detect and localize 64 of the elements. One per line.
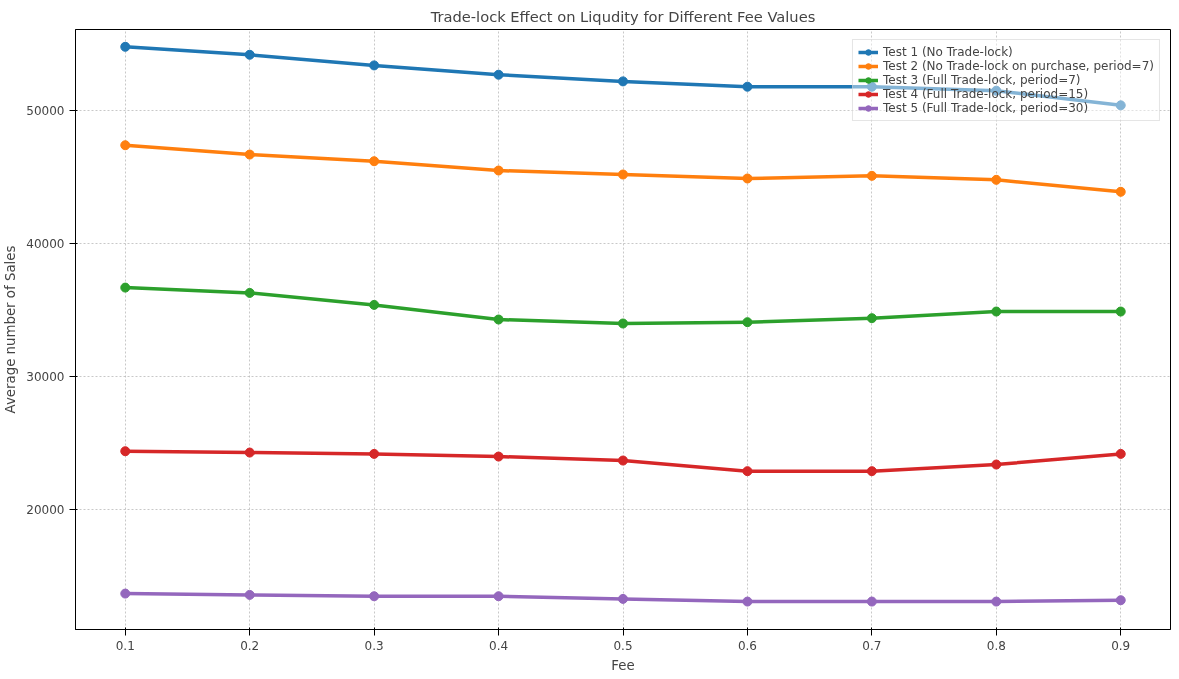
x-tick-label: 0.5 bbox=[613, 638, 633, 653]
point bbox=[244, 287, 255, 298]
x-tick-label: 0.6 bbox=[737, 638, 757, 653]
point bbox=[493, 451, 504, 462]
point bbox=[742, 317, 753, 328]
x-tick-label: 0.9 bbox=[1111, 638, 1131, 653]
legend-label: Test 3 (Full Trade-lock, period=7) bbox=[882, 73, 1081, 87]
point bbox=[244, 589, 255, 600]
point bbox=[618, 318, 628, 329]
x-tick-label: 0.8 bbox=[986, 638, 1006, 653]
point bbox=[866, 313, 877, 324]
point bbox=[369, 448, 380, 459]
point bbox=[1115, 306, 1126, 317]
point bbox=[991, 596, 1002, 607]
point bbox=[742, 466, 753, 477]
point bbox=[244, 149, 255, 160]
legend-label: Test 5 (Full Trade-lock, period=30) bbox=[882, 101, 1089, 115]
point bbox=[991, 174, 1002, 185]
point bbox=[618, 593, 628, 604]
point bbox=[618, 169, 628, 180]
point bbox=[120, 588, 131, 599]
y-tick-label: 40000 bbox=[26, 237, 65, 252]
point bbox=[369, 156, 380, 167]
point bbox=[120, 41, 131, 52]
point bbox=[742, 596, 753, 607]
x-tick-label: 0.7 bbox=[862, 638, 882, 653]
point bbox=[991, 459, 1002, 470]
point bbox=[369, 591, 380, 602]
point bbox=[244, 49, 255, 60]
point bbox=[742, 173, 753, 184]
x-tick-label: 0.3 bbox=[364, 638, 384, 653]
point bbox=[1115, 186, 1126, 197]
point bbox=[493, 165, 504, 176]
y-tick-label: 30000 bbox=[26, 370, 65, 385]
point bbox=[493, 69, 504, 80]
point bbox=[1115, 595, 1126, 606]
point bbox=[493, 314, 504, 325]
point bbox=[493, 591, 504, 602]
point bbox=[120, 446, 131, 457]
x-axis-title: Fee bbox=[611, 657, 635, 673]
point bbox=[369, 299, 380, 310]
x-tick-label: 0.1 bbox=[115, 638, 135, 653]
point bbox=[866, 596, 877, 607]
legend-label: Test 1 (No Trade-lock) bbox=[882, 45, 1013, 59]
point bbox=[1115, 100, 1126, 111]
y-tick-label: 50000 bbox=[26, 104, 65, 119]
point bbox=[742, 81, 753, 92]
point bbox=[369, 60, 380, 71]
point bbox=[866, 466, 877, 477]
point bbox=[866, 81, 877, 92]
chart-title: Trade-lock Effect on Liqudity for Different Fee Values bbox=[429, 7, 816, 25]
point bbox=[618, 76, 628, 87]
point bbox=[866, 170, 877, 181]
x-tick-label: 0.2 bbox=[240, 638, 260, 653]
x-tick-label: 0.4 bbox=[489, 638, 509, 653]
y-axis-title: Average number of Sales bbox=[3, 245, 19, 414]
point bbox=[120, 282, 131, 293]
point bbox=[1115, 448, 1126, 459]
point bbox=[244, 447, 255, 458]
point bbox=[618, 455, 628, 466]
legend-label: Test 2 (No Trade-lock on purchase, period=7) bbox=[882, 59, 1154, 73]
point bbox=[991, 306, 1002, 317]
y-tick-label: 20000 bbox=[26, 503, 65, 518]
point bbox=[120, 140, 131, 151]
